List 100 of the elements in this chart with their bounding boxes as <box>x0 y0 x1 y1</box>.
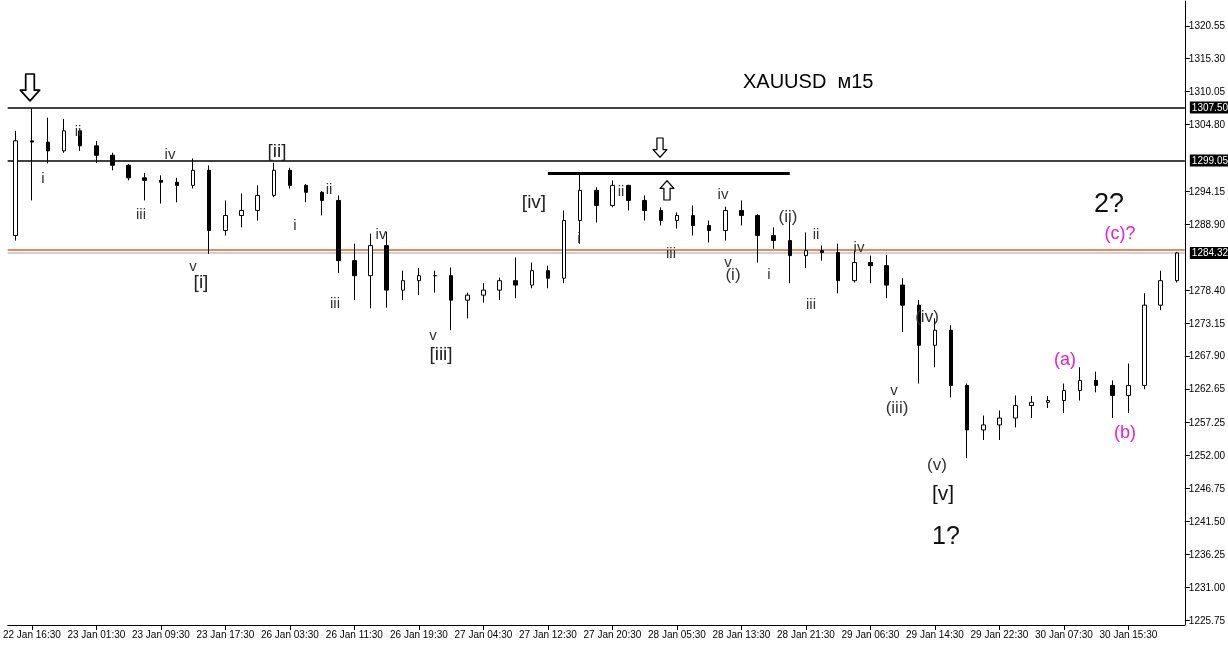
annotation: iii <box>136 204 146 222</box>
candlestick <box>288 167 292 190</box>
candlestick <box>594 186 599 223</box>
candlestick <box>497 277 502 301</box>
candlestick <box>562 209 566 284</box>
y-tick-label: 1262.65 <box>1188 383 1226 395</box>
annotation: i <box>577 228 581 246</box>
x-tick-label: 27 Jan 04:30 <box>454 628 513 640</box>
candlestick <box>1062 383 1066 414</box>
annotation: ii <box>74 121 82 139</box>
candlestick <box>142 172 147 201</box>
annotation: ii <box>617 181 625 199</box>
x-tick-label: 26 Jan 03:30 <box>260 628 320 640</box>
annotation: (b) <box>1114 422 1136 442</box>
annotation: v <box>429 325 438 343</box>
annotation: iv <box>717 184 729 202</box>
annotation: [iii] <box>429 342 453 364</box>
candlestick <box>1158 270 1163 311</box>
candlestick <box>1175 251 1179 284</box>
y-tick-label: 1310.05 <box>1188 86 1226 98</box>
y-tick-label: 1278.40 <box>1188 284 1226 296</box>
candlestick <box>707 220 711 243</box>
candlestick <box>1094 371 1098 393</box>
annotation: (iii) <box>885 397 909 417</box>
annotation: (ii) <box>778 206 798 226</box>
x-tick-label: 23 Jan 01:30 <box>67 628 126 640</box>
x-tick-label: 23 Jan 09:30 <box>131 628 191 640</box>
annotation: v <box>890 380 899 398</box>
candlestick <box>739 199 744 227</box>
x-tick-label: 30 Jan 15:30 <box>1099 628 1158 640</box>
annotation: iii <box>806 294 816 312</box>
candlestick <box>900 277 905 333</box>
y-tick-label: 1315.30 <box>1188 53 1226 65</box>
candlestick <box>1126 362 1131 414</box>
annotation: 1? <box>932 521 960 549</box>
candlestick <box>804 231 808 269</box>
candlestick <box>530 262 534 289</box>
ref-line-label: 1307.50 <box>1191 102 1228 114</box>
candlestick <box>755 213 760 264</box>
x-tick-label: 27 Jan 20:30 <box>583 628 642 640</box>
candlestick <box>223 199 228 237</box>
candlestick <box>481 282 486 304</box>
y-tick-label: 1288.90 <box>1188 218 1226 230</box>
annotation: (c)? <box>1104 223 1136 243</box>
candlestick <box>691 204 695 237</box>
candlestick <box>723 206 728 242</box>
candlestick <box>1013 394 1018 428</box>
candlestick <box>320 190 324 216</box>
candlestick <box>868 255 873 284</box>
candlestick <box>255 184 260 221</box>
x-tick-label: 23 Jan 17:30 <box>196 628 255 640</box>
annotation: [iv] <box>521 190 547 212</box>
candlestick <box>1142 292 1147 390</box>
y-tick-label: 1273.15 <box>1188 317 1226 329</box>
candlestick <box>433 270 437 294</box>
x-tick-label: 30 Jan 07:30 <box>1035 628 1094 640</box>
candlestick <box>239 193 244 228</box>
annotation: i <box>41 168 45 186</box>
candlestick <box>417 267 421 296</box>
candlestick <box>997 410 1002 441</box>
annotation: iii <box>330 293 340 311</box>
ref-line-label: 1299.05 <box>1191 155 1228 167</box>
candlestick <box>304 183 308 203</box>
candlestick <box>126 163 131 181</box>
candlestick <box>659 206 663 227</box>
y-tick-label: 1225.75 <box>1188 614 1226 626</box>
candlestick <box>836 243 840 294</box>
candlestick <box>949 324 953 398</box>
x-tick-label: 27 Jan 12:30 <box>518 628 578 640</box>
candlestick <box>62 118 66 154</box>
text: XAUUSD м15 <box>743 70 874 92</box>
candlestick <box>159 174 163 205</box>
candlestick <box>675 211 679 230</box>
y-tick-label: 1320.55 <box>1188 20 1226 32</box>
y-tick-label: 1246.75 <box>1188 483 1226 495</box>
candlestick <box>546 265 550 289</box>
annotation: (a) <box>1054 349 1076 369</box>
y-tick-label: 1304.80 <box>1188 119 1226 131</box>
annotation: (v) <box>927 454 947 474</box>
annotation: [v] <box>931 480 955 504</box>
x-tick-label: 28 Jan 05:30 <box>647 628 707 640</box>
candlestick <box>465 292 470 319</box>
annotation: [ii] <box>267 139 287 161</box>
candlestick <box>175 177 179 203</box>
y-tick-label: 1231.00 <box>1188 581 1226 593</box>
candlestick <box>626 184 631 211</box>
annotation: i <box>293 215 297 233</box>
candlestick <box>1029 395 1034 419</box>
annotation: 2? <box>1093 188 1125 218</box>
y-tick-label: 1257.25 <box>1188 417 1226 429</box>
candlestick <box>207 164 211 255</box>
candlestick <box>401 270 405 301</box>
x-tick-label: 29 Jan 14:30 <box>905 628 965 640</box>
candlestick <box>981 415 986 441</box>
y-tick-label: 1267.90 <box>1188 350 1226 362</box>
candlestick <box>884 254 889 299</box>
x-tick-label: 29 Jan 22:30 <box>970 628 1029 640</box>
annotation: ii <box>812 224 820 242</box>
candlestick <box>642 194 647 221</box>
candlestick <box>610 179 615 208</box>
